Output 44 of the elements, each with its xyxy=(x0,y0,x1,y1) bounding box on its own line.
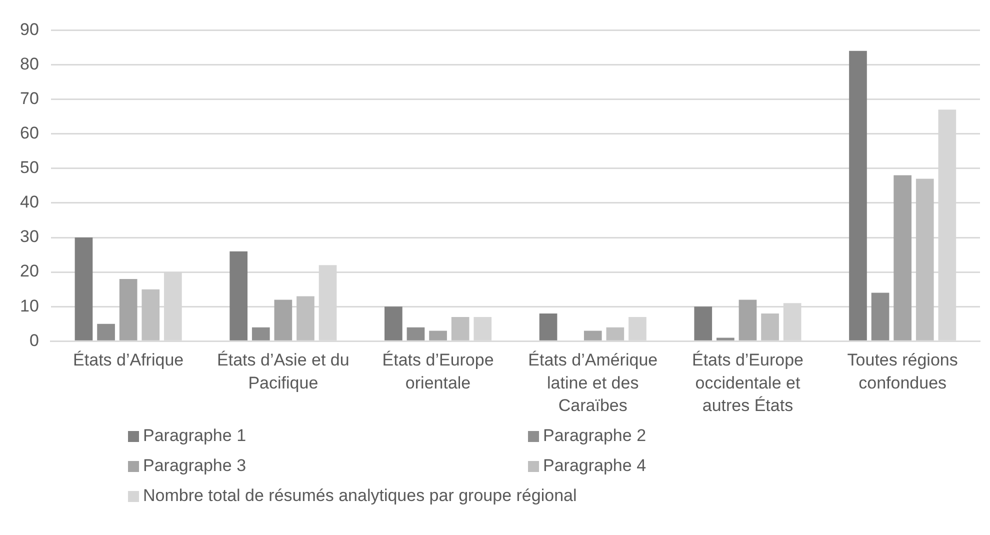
x-tick-label: États d’Asie et du Pacifique xyxy=(217,350,350,392)
legend-label: Paragraphe 3 xyxy=(143,456,246,476)
y-tick-label: 30 xyxy=(20,227,39,246)
bar xyxy=(916,178,934,340)
bar xyxy=(296,296,314,340)
bar xyxy=(74,238,93,340)
x-tick-label: États d’Afrique xyxy=(73,350,184,370)
bar xyxy=(738,300,757,340)
y-tick-label: 10 xyxy=(20,296,39,316)
y-tick-label: 50 xyxy=(20,158,39,178)
bar xyxy=(142,289,160,340)
bar xyxy=(606,327,624,340)
bar xyxy=(384,306,402,340)
legend-label: Paragraphe 2 xyxy=(543,426,646,446)
bar xyxy=(274,300,292,340)
bar xyxy=(761,314,779,340)
bar xyxy=(894,175,912,340)
y-tick-label: 90 xyxy=(20,20,39,39)
bar xyxy=(871,292,890,340)
y-tick-label: 20 xyxy=(20,262,39,281)
bar xyxy=(539,314,558,340)
bar xyxy=(406,327,425,340)
bar xyxy=(97,324,115,340)
bar xyxy=(119,278,138,340)
legend-label: Paragraphe 4 xyxy=(543,456,646,476)
bar xyxy=(451,316,470,340)
x-tick-label: Toutes régions confondues xyxy=(847,350,958,392)
legend-label: Nombre total de résumés analytiques par groupe régional xyxy=(143,486,577,506)
y-tick-label: 60 xyxy=(20,124,39,143)
bar xyxy=(429,330,447,340)
bar xyxy=(694,306,712,340)
bar xyxy=(230,251,248,340)
bar xyxy=(716,338,734,340)
y-tick-label: 70 xyxy=(20,88,39,108)
x-tick-label: États d’Amérique latine et des Caraïbes xyxy=(528,350,658,416)
bar xyxy=(849,50,867,340)
x-tick-label: États d’Europe occidentale et autres États xyxy=(692,350,804,416)
y-tick-label: 0 xyxy=(29,330,39,350)
legend-label: Paragraphe 1 xyxy=(143,426,246,446)
y-tick-label: 40 xyxy=(20,192,39,212)
bar xyxy=(252,327,270,340)
x-tick-label: États d’Europe orientale xyxy=(382,350,494,392)
y-tick-label: 80 xyxy=(20,54,39,74)
bar xyxy=(584,330,602,340)
